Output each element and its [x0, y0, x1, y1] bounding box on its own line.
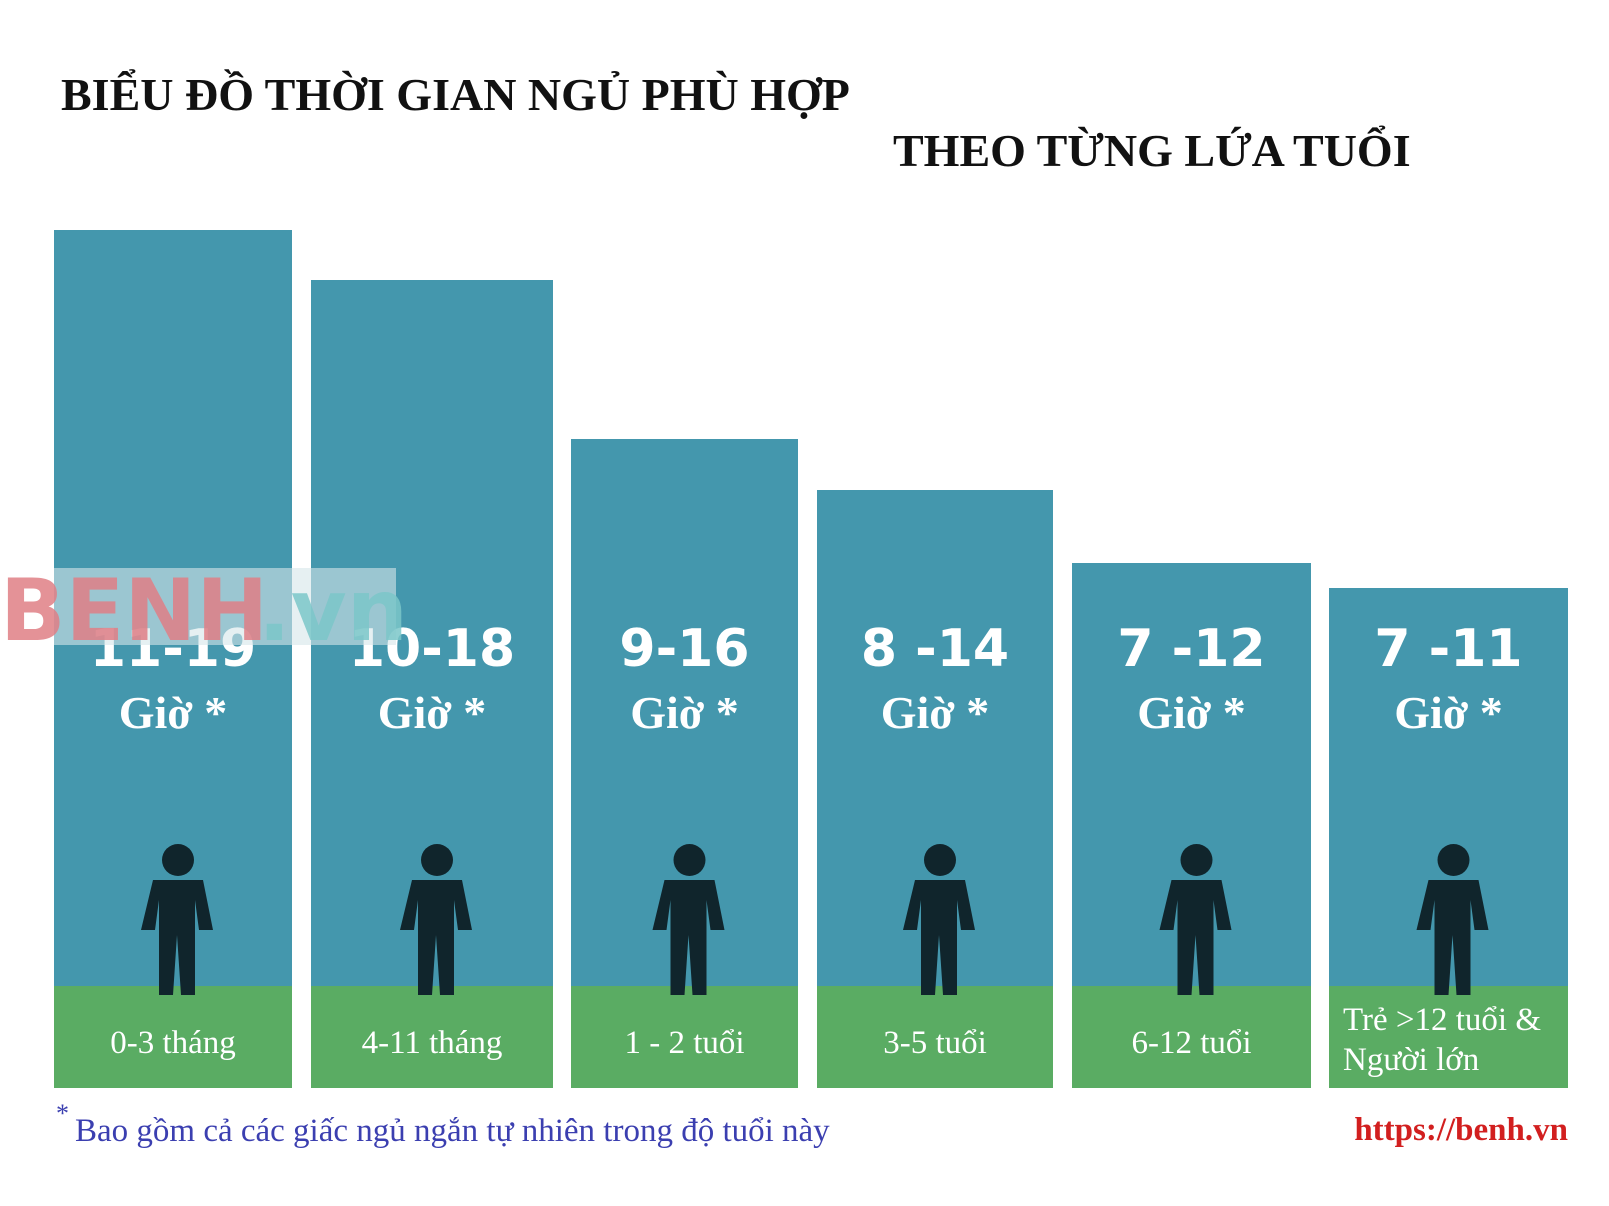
silhouette — [162, 844, 194, 876]
title-line-1: BIỂU ĐỒ THỜI GIAN NGỦ PHÙ HỢP — [61, 68, 850, 120]
hours-unit: Giờ * — [119, 687, 228, 738]
hours-range: 8 -14 — [861, 619, 1009, 679]
silhouette — [400, 880, 472, 995]
age-band — [571, 986, 798, 1088]
age-label: Người lớn — [1343, 1042, 1479, 1078]
title-line-2: THEO TỪNG LỨA TUỔI — [893, 123, 1411, 176]
age-label: Trẻ >12 tuổi & — [1343, 1002, 1541, 1038]
footnote-asterisk: * — [56, 1099, 69, 1128]
age-label: 0-3 tháng — [110, 1025, 236, 1061]
age-band — [817, 986, 1053, 1088]
age-label: 6-12 tuổi — [1131, 1025, 1251, 1061]
silhouette — [1159, 880, 1232, 995]
hours-unit: Giờ * — [881, 687, 990, 738]
silhouette — [1180, 844, 1213, 876]
silhouette — [421, 844, 453, 876]
hours-range: 9-16 — [619, 619, 749, 679]
age-band — [1329, 986, 1568, 1088]
silhouette — [924, 844, 956, 876]
silhouette — [1437, 844, 1470, 876]
hours-unit: Giờ * — [1394, 687, 1503, 738]
hours-unit: Giờ * — [378, 687, 487, 738]
age-band — [311, 986, 553, 1088]
hours-range: 7 -11 — [1374, 619, 1522, 679]
age-label: 3-5 tuổi — [883, 1025, 987, 1061]
silhouette — [903, 880, 975, 995]
source-url: https://benh.vn — [1354, 1112, 1568, 1148]
watermark-brand: BENH — [0, 561, 268, 661]
age-band — [54, 986, 292, 1088]
footnote: Bao gồm cả các giấc ngủ ngắn tự nhiên tr… — [75, 1113, 830, 1149]
hours-range: 7 -12 — [1117, 619, 1265, 679]
silhouette — [673, 844, 706, 876]
silhouette — [652, 880, 725, 995]
age-label: 1 - 2 tuổi — [624, 1025, 744, 1061]
watermark-suffix: .vn — [258, 561, 408, 661]
silhouette — [1416, 880, 1489, 995]
hours-unit: Giờ * — [630, 687, 739, 738]
watermark-bg — [54, 568, 396, 645]
hours-unit: Giờ * — [1137, 687, 1246, 738]
silhouette — [141, 880, 213, 995]
age-band — [1072, 986, 1311, 1088]
age-label: 4-11 tháng — [362, 1025, 503, 1061]
